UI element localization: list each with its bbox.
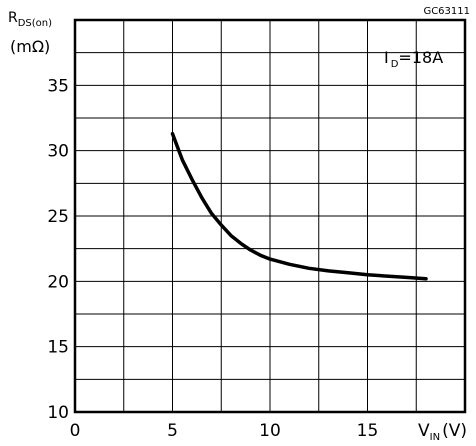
y-axis-label: RDS(on)	[8, 10, 52, 29]
annotation-id: I D=18A	[384, 48, 443, 70]
annotation-subscript: D	[391, 59, 399, 70]
x-tick-label: 10	[259, 421, 281, 441]
x-tick-label: 15	[357, 421, 379, 441]
x-axis-symbol: V	[418, 421, 430, 441]
figure-code: GC63111	[423, 6, 470, 17]
series-line-rds-on	[170, 131, 428, 281]
annotation-value: =18A	[398, 48, 443, 67]
x-axis-label: VIN (V)	[418, 421, 467, 443]
y-tick-label: 15	[47, 338, 69, 358]
y-tick-labels: 10 15 20 25 30 35	[47, 76, 69, 423]
x-tick-label: 0	[70, 421, 81, 441]
y-tick-label: 20	[47, 272, 69, 292]
y-tick-label: 35	[47, 76, 69, 96]
y-axis-symbol: R	[8, 10, 18, 26]
y-tick-label: 25	[47, 207, 69, 227]
x-axis-unit: (V)	[442, 421, 467, 441]
y-tick-label: 30	[47, 142, 69, 162]
x-tick-label: 5	[167, 421, 178, 441]
y-axis-subscript: DS(on)	[18, 18, 52, 29]
plot-frame	[73, 18, 467, 414]
x-tick-labels: 0 5 10 15	[70, 421, 379, 441]
grid	[75, 20, 465, 412]
annotation-symbol: I	[384, 48, 389, 67]
x-axis-subscript: IN	[430, 432, 440, 443]
y-axis-unit: (mΩ)	[10, 37, 50, 56]
y-tick-label: 10	[47, 403, 69, 423]
